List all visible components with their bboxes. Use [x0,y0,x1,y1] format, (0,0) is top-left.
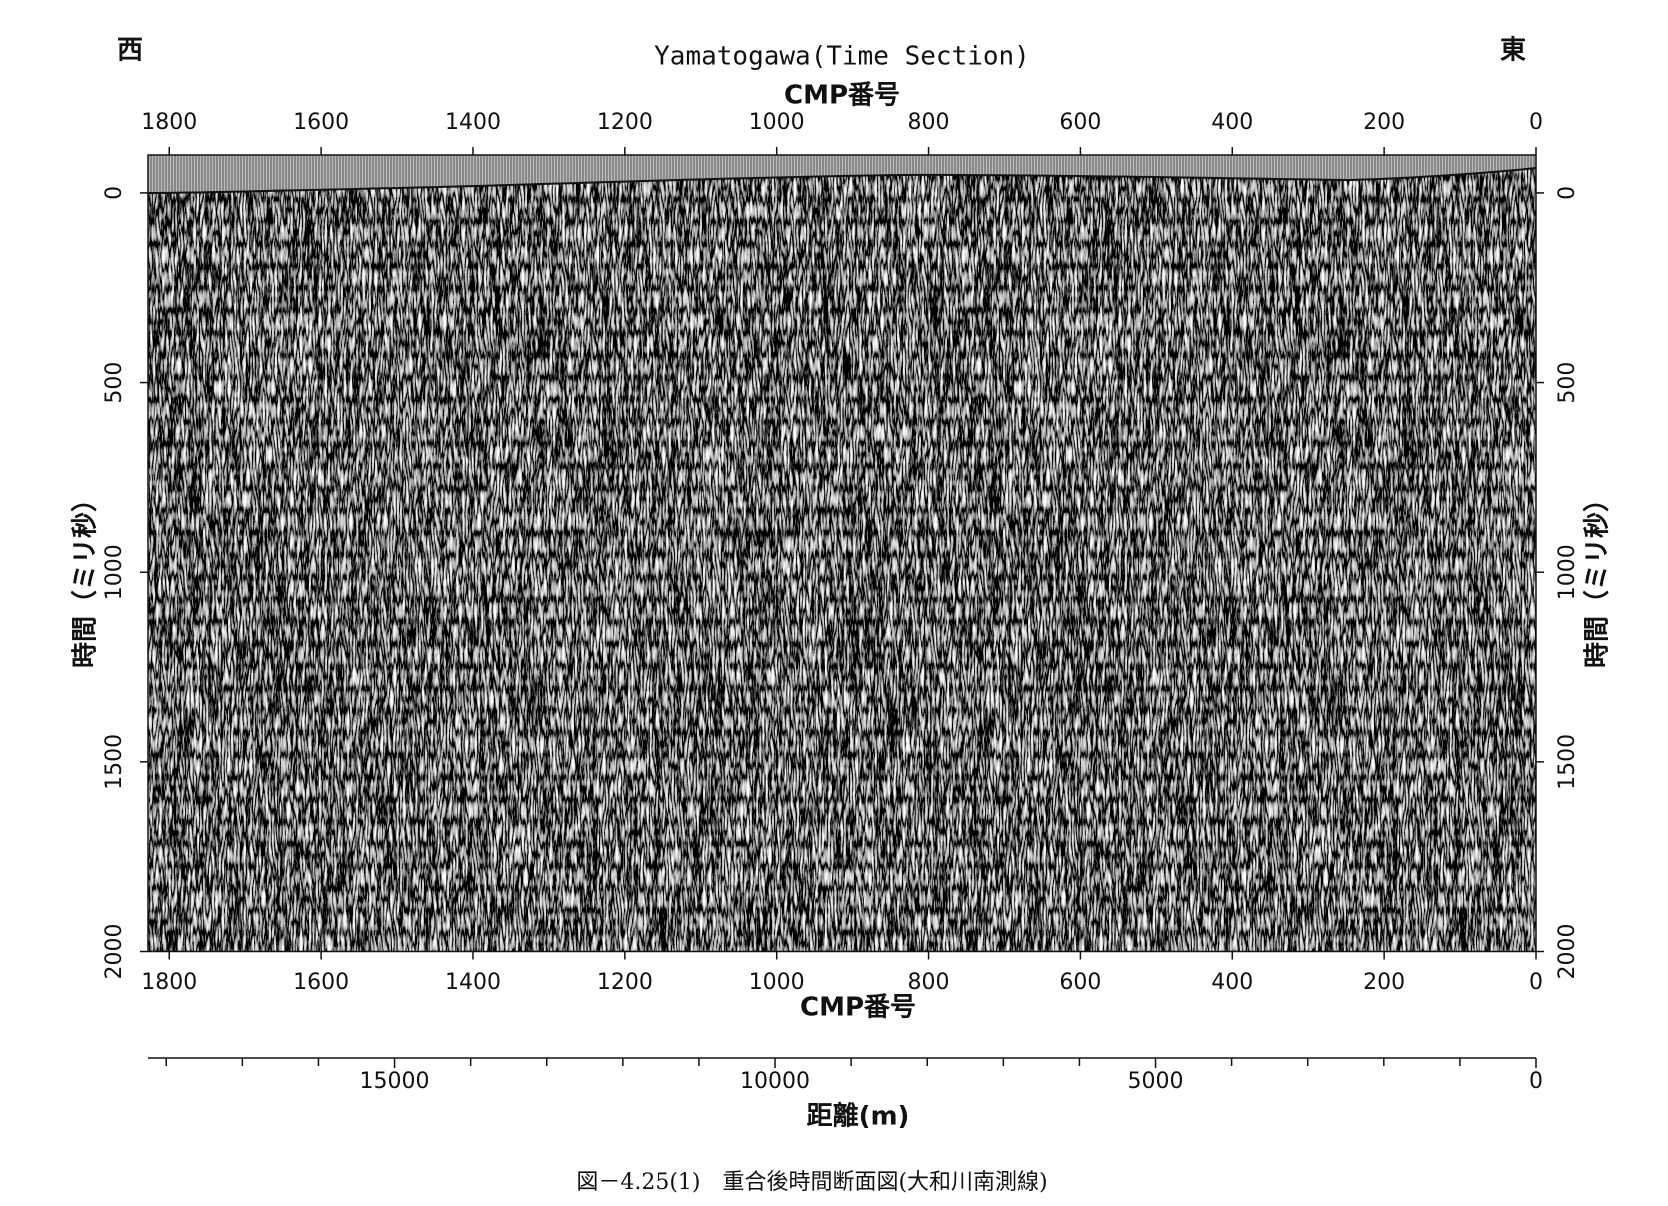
x-axis-title-bottom: CMP番号 [800,993,916,1023]
y-tick-label-right: 0 [1555,186,1580,200]
x-tick-label-bottom: 800 [908,970,950,995]
y-tick-label-left: 1000 [102,544,127,600]
x-tick-label-bottom: 1000 [749,970,805,995]
x-tick-label-top: 1000 [749,110,805,135]
x-tick-label-bottom: 1400 [445,970,501,995]
x-tick-label-top: 400 [1211,110,1253,135]
x-tick-label-top: 600 [1059,110,1101,135]
elevation-line [147,167,1537,194]
distance-tick-label: 10000 [740,1069,810,1094]
chart-title: Yamatogawa(Time Section) [654,42,1030,72]
x-tick-label-bottom: 600 [1059,970,1101,995]
x-tick-label-bottom: 0 [1529,970,1543,995]
x-tick-label-top: 200 [1363,110,1405,135]
x-tick-label-top: 1400 [445,110,501,135]
x-tick-label-bottom: 200 [1363,970,1405,995]
distance-axis-title: 距離(m) [807,1101,910,1132]
x-axis-title-top: CMP番号 [784,81,900,111]
y-axis-title-right: 時間（ミリ秒） [1583,486,1613,668]
y-axis-title-left: 時間（ミリ秒） [71,486,101,668]
y-tick-label-left: 2000 [102,924,127,980]
x-tick-label-top: 0 [1529,110,1543,135]
y-tick-label-left: 1500 [102,734,127,790]
x-tick-label-bottom: 400 [1211,970,1253,995]
y-tick-label-right: 1500 [1555,734,1580,790]
east-label: 東 [1500,36,1526,66]
distance-tick-label: 15000 [360,1069,430,1094]
x-tick-label-bottom: 1200 [597,970,653,995]
seismic-texture [148,155,1536,952]
x-tick-label-bottom: 1600 [293,970,349,995]
plot-frame [147,154,1537,953]
y-tick-label-right: 2000 [1555,924,1580,980]
distance-tick-label: 0 [1529,1069,1543,1094]
y-tick-label-left: 0 [102,186,127,200]
y-tick-label-right: 500 [1555,362,1580,404]
x-tick-label-top: 1800 [141,110,197,135]
elevation-strip [148,155,1536,193]
x-tick-label-bottom: 1800 [141,970,197,995]
x-tick-label-top: 1600 [293,110,349,135]
x-tick-label-top: 800 [908,110,950,135]
y-tick-label-left: 500 [102,362,127,404]
west-label: 西 [117,36,143,66]
x-tick-label-top: 1200 [597,110,653,135]
y-tick-label-right: 1000 [1555,544,1580,600]
distance-tick-label: 5000 [1128,1069,1184,1094]
caption: 図－4.25(1) 重合後時間断面図(大和川南測線) [576,1170,1047,1195]
